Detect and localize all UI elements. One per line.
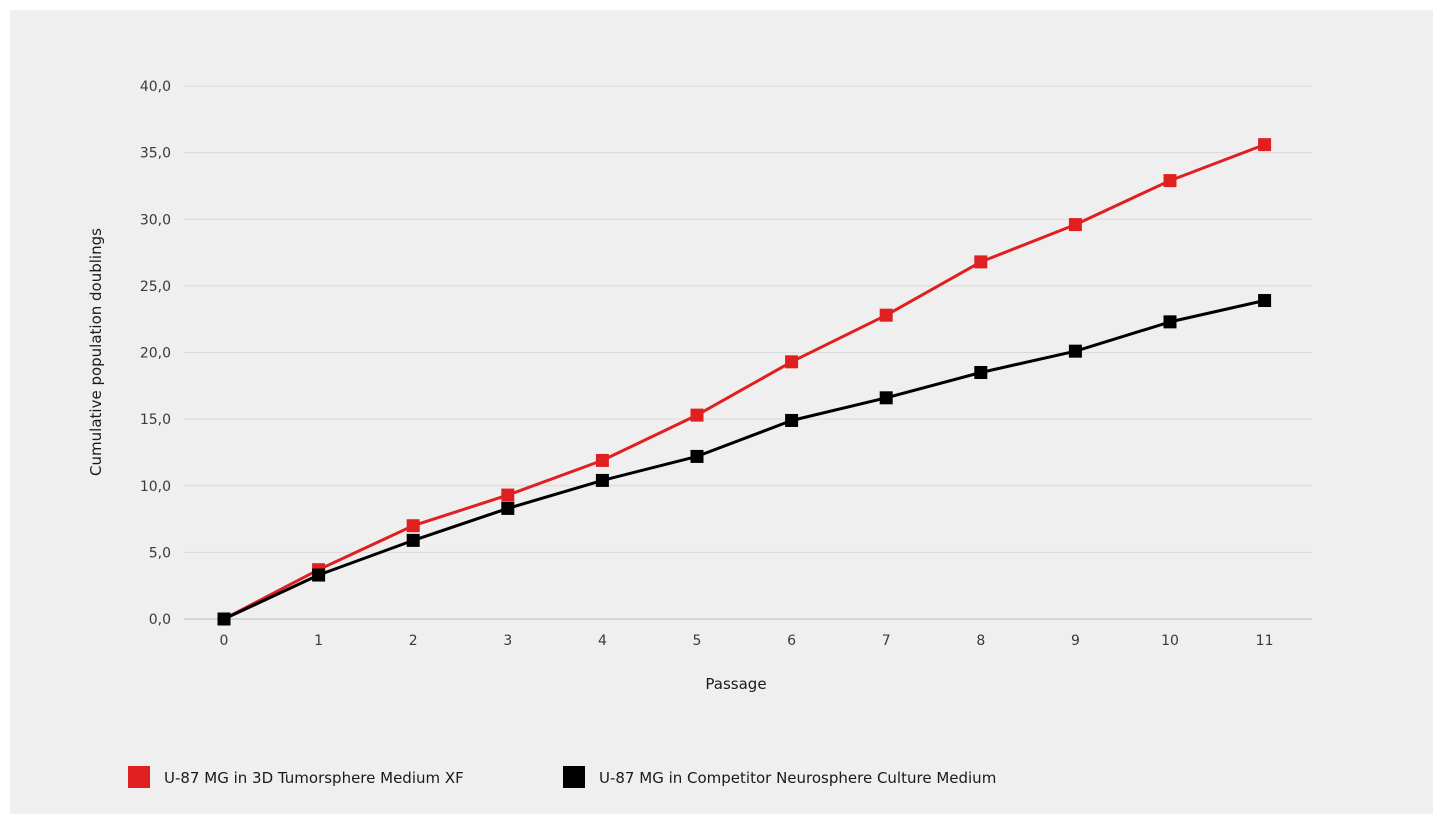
x-tick-label: 11 (1256, 633, 1274, 649)
x-tick-label: 3 (503, 633, 512, 649)
data-point (879, 308, 893, 322)
data-point (312, 568, 326, 582)
y-tick-label: 5,0 (149, 545, 171, 561)
y-tick-label: 40,0 (140, 79, 171, 95)
data-point (974, 365, 988, 379)
data-point (690, 408, 704, 422)
data-point (1068, 218, 1082, 232)
legend-item-1: U-87 MG in Competitor Neurosphere Cultur… (563, 766, 996, 788)
chart-panel (10, 10, 1433, 814)
legend-swatch (563, 766, 585, 788)
y-tick-label: 15,0 (140, 412, 171, 428)
data-point (974, 255, 988, 269)
gridlines (184, 85, 1312, 620)
series-group (217, 138, 1272, 626)
data-point (595, 473, 609, 487)
data-point (501, 488, 515, 502)
x-tick-label: 7 (882, 633, 891, 649)
y-tick-label: 30,0 (140, 212, 171, 228)
x-tick-label: 0 (220, 633, 229, 649)
data-point (1258, 294, 1272, 308)
data-point (785, 355, 799, 369)
data-point (690, 449, 704, 463)
y-axis-ticks: 0,0 5,0 10,0 15,0 20,0 25,0 30,0 35,0 40,0 (140, 79, 171, 628)
x-tick-label: 6 (787, 633, 796, 649)
series-1 (217, 294, 1272, 626)
legend-swatch (128, 766, 150, 788)
data-point (1258, 138, 1272, 152)
data-point (1163, 315, 1177, 329)
legend-label: U-87 MG in Competitor Neurosphere Cultur… (599, 769, 996, 787)
y-tick-label: 10,0 (140, 479, 171, 495)
data-point (785, 413, 799, 427)
series-line (223, 299, 1265, 621)
x-tick-label: 10 (1161, 633, 1179, 649)
data-point (501, 501, 515, 515)
data-point (406, 533, 420, 547)
y-tick-label: 35,0 (140, 146, 171, 162)
y-tick-label: 20,0 (140, 346, 171, 362)
data-point (595, 453, 609, 467)
x-tick-label: 5 (693, 633, 702, 649)
data-point (406, 519, 420, 533)
data-point (1163, 174, 1177, 188)
y-tick-label: 25,0 (140, 279, 171, 295)
series-line (223, 143, 1266, 621)
data-point (1068, 344, 1082, 358)
legend-item-0: U-87 MG in 3D Tumorsphere Medium XF (128, 766, 464, 788)
legend-label: U-87 MG in 3D Tumorsphere Medium XF (164, 769, 464, 787)
x-axis-title: Passage (705, 675, 766, 693)
x-axis-ticks: 0 1 2 3 4 5 6 7 8 9 10 11 (220, 633, 1274, 649)
x-tick-label: 2 (409, 633, 418, 649)
y-tick-label: 0,0 (149, 612, 171, 628)
x-tick-label: 9 (1071, 633, 1080, 649)
x-tick-label: 1 (314, 633, 323, 649)
x-tick-label: 8 (976, 633, 985, 649)
x-tick-label: 4 (598, 633, 607, 649)
data-point (217, 612, 231, 626)
data-point (879, 391, 893, 405)
legend: U-87 MG in 3D Tumorsphere Medium XF U-87… (128, 766, 996, 788)
y-axis-title: Cumulative population doublings (87, 228, 105, 476)
